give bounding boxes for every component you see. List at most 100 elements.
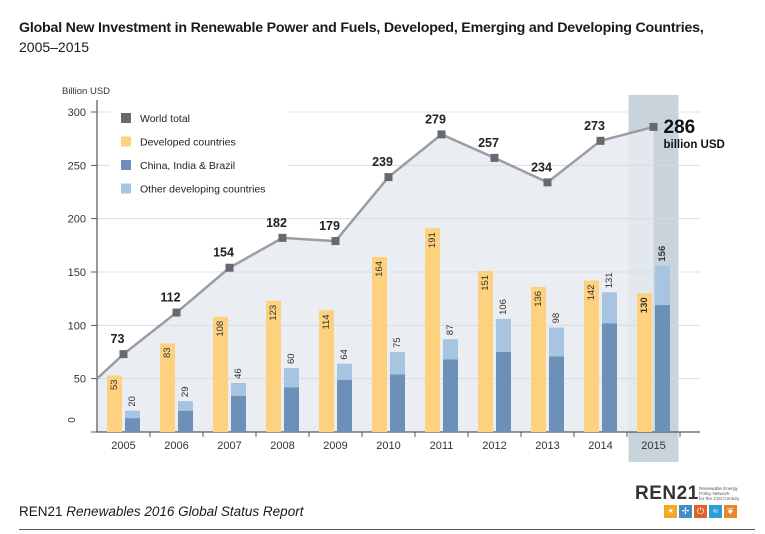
- world-total-point: [649, 122, 658, 131]
- world-total-label: 112: [160, 291, 180, 305]
- logo-tagline-line: for the 21st Century: [699, 496, 740, 501]
- china-india-brazil-bar: [390, 374, 405, 432]
- developed-bar-label: 164: [374, 261, 385, 277]
- developing-total-label: 64: [339, 349, 350, 360]
- developed-bar-label: 191: [427, 232, 438, 248]
- developed-bar: [372, 257, 387, 432]
- developed-bar: [319, 310, 334, 432]
- developed-bar: [425, 228, 440, 432]
- other-developing-bar: [443, 339, 458, 360]
- world-total-label: 73: [111, 332, 125, 346]
- x-tick-label: 2015: [641, 440, 665, 452]
- legend-label: World total: [140, 113, 190, 125]
- developing-total-label: 29: [180, 386, 191, 397]
- world-total-point: [490, 153, 499, 162]
- legend: World total Developed countries China, Ind…: [110, 103, 288, 203]
- world-total-label: 234: [531, 160, 552, 174]
- china-india-brazil-bar: [549, 356, 564, 432]
- x-tick-label: 2005: [111, 440, 135, 452]
- developed-bar: [266, 300, 281, 432]
- world-total-label: 179: [319, 219, 340, 233]
- developing-total-label: 131: [604, 272, 615, 288]
- ren21-logo: REN21 Renewable Energy Policy Network fo…: [635, 483, 755, 523]
- other-developing-bar: [178, 401, 193, 411]
- world-total-label: 182: [266, 216, 287, 230]
- world-total-label: 239: [372, 155, 393, 169]
- world-total-unit: billion USD: [664, 139, 725, 151]
- developed-bar-label: 83: [162, 347, 173, 358]
- world-total-point: [119, 350, 128, 359]
- x-tick-label: 2008: [270, 440, 294, 452]
- china-india-brazil-bar: [496, 352, 511, 432]
- world-total-point: [437, 130, 446, 139]
- wind-icon: ✢: [679, 505, 692, 518]
- other-developing-bar: [496, 318, 511, 352]
- developed-bar: [478, 270, 493, 432]
- developed-bar: [531, 286, 546, 432]
- world-total-label: 286: [664, 117, 696, 138]
- china-india-brazil-bar: [125, 418, 140, 432]
- x-tick-label: 2009: [323, 440, 347, 452]
- world-total-point: [225, 263, 234, 272]
- other-developing-bar: [390, 352, 405, 375]
- legend-swatch: [121, 160, 131, 170]
- y-tick-label: 150: [68, 267, 86, 279]
- x-tick-label: 2014: [588, 440, 612, 452]
- logo-icon-row: ☀ ✢ ⏻ ≈ ❦: [664, 505, 737, 518]
- y-axis-title: Billion USD: [62, 86, 110, 97]
- other-developing-bar: [231, 382, 246, 396]
- legend-box: [110, 103, 288, 203]
- developed-bar-label: 123: [268, 305, 279, 321]
- other-developing-bar: [602, 292, 617, 324]
- bottom-divider: [19, 529, 755, 530]
- china-india-brazil-bar: [655, 305, 670, 432]
- logo-tagline: Renewable Energy Policy Network for the …: [699, 486, 749, 501]
- water-icon: ≈: [709, 505, 722, 518]
- world-total-point: [278, 233, 287, 242]
- developed-bar-label: 151: [480, 275, 491, 291]
- sun-icon: ☀: [664, 505, 677, 518]
- developed-bar-label: 130: [639, 297, 650, 313]
- developed-bar-label: 114: [321, 314, 332, 329]
- china-india-brazil-bar: [443, 359, 458, 432]
- developing-total-label: 46: [233, 368, 244, 379]
- developing-total-label: 75: [392, 337, 403, 348]
- world-total-label: 154: [213, 246, 234, 260]
- world-total-line: [96, 125, 654, 380]
- developing-total-label: 106: [498, 299, 509, 315]
- source-report: Renewables 2016 Global Status Report: [66, 504, 304, 519]
- china-india-brazil-bar: [284, 387, 299, 432]
- developing-total-label: 60: [286, 353, 297, 364]
- china-india-brazil-bar: [337, 379, 352, 432]
- x-tick-label: 2012: [482, 440, 506, 452]
- x-tick-label: 2013: [535, 440, 559, 452]
- world-total-label: 279: [425, 112, 446, 126]
- source-org: REN21: [19, 504, 63, 519]
- china-india-brazil-bar: [602, 323, 617, 432]
- developed-bar: [584, 280, 599, 432]
- chart-subtitle: 2005–2015: [19, 39, 90, 55]
- developing-total-label: 87: [445, 325, 456, 336]
- developed-bar: [213, 316, 228, 432]
- logo-tagline-line: Renewable Energy: [699, 486, 738, 491]
- logo-tagline-line: Policy Network: [699, 491, 730, 496]
- legend-label: Developed countries: [140, 137, 236, 149]
- developing-total-label: 156: [657, 246, 668, 262]
- other-developing-bar: [549, 327, 564, 357]
- world-total-point: [331, 237, 340, 246]
- other-developing-bar: [655, 265, 670, 306]
- developed-bar: [107, 375, 122, 432]
- world-total-point: [172, 308, 181, 317]
- world-total-point: [543, 178, 552, 187]
- other-developing-bar: [284, 368, 299, 388]
- y-tick-label: 50: [74, 374, 86, 386]
- leaf-icon: ❦: [724, 505, 737, 518]
- power-icon: ⏻: [694, 505, 707, 518]
- y-tick-label: 250: [68, 160, 86, 172]
- legend-swatch: [121, 113, 131, 123]
- y-tick-label: 100: [68, 320, 86, 332]
- legend-swatch: [121, 183, 131, 194]
- world-total-label: 257: [478, 136, 499, 150]
- developing-total-label: 98: [551, 313, 562, 324]
